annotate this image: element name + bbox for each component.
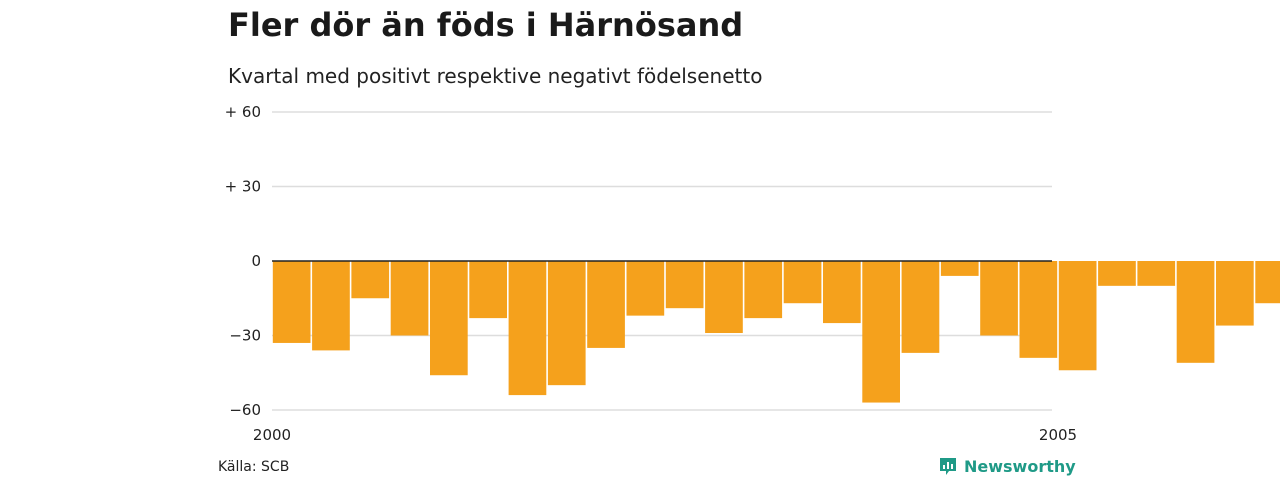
bar <box>390 261 429 336</box>
bar <box>1137 261 1176 286</box>
bar <box>626 261 665 316</box>
x-tick-label: 2000 <box>253 426 291 444</box>
bar <box>587 261 625 348</box>
bar <box>783 261 822 304</box>
bar <box>1216 261 1254 326</box>
bar <box>665 261 704 309</box>
bar <box>272 261 311 343</box>
y-tick-label: 0 <box>251 252 261 270</box>
bar <box>980 261 1018 336</box>
bar <box>351 261 390 299</box>
x-tick-labels: 20002005201020152020 <box>253 426 1077 444</box>
bar <box>1255 261 1280 304</box>
bar <box>901 261 940 353</box>
bar <box>823 261 861 324</box>
bars <box>272 261 1280 403</box>
newsworthy-logo: Newsworthy <box>938 456 1076 476</box>
bar <box>940 261 979 276</box>
y-tick-labels: + 60 + 30 0 −30 −60 <box>225 103 261 419</box>
bar <box>312 261 350 351</box>
bar <box>508 261 547 396</box>
x-tick-label: 2005 <box>1039 426 1077 444</box>
bar <box>469 261 507 319</box>
y-tick-label: −30 <box>229 327 261 345</box>
brand-name: Newsworthy <box>964 456 1076 476</box>
bar <box>547 261 586 386</box>
y-tick-label: + 60 <box>225 103 261 121</box>
y-tick-label: −60 <box>229 401 261 419</box>
bar <box>1176 261 1215 363</box>
bar <box>430 261 468 376</box>
newsworthy-icon <box>940 458 956 475</box>
bar <box>862 261 900 403</box>
source-label: Källa: SCB <box>218 459 290 475</box>
chart-subtitle: Kvartal med positivt respektive negativt… <box>228 64 763 88</box>
chart-title: Fler dör än föds i Härnösand <box>228 6 744 44</box>
y-tick-label: + 30 <box>225 178 261 196</box>
bar <box>1098 261 1136 286</box>
bar <box>705 261 743 334</box>
bar <box>744 261 783 319</box>
bar <box>1058 261 1097 371</box>
bar <box>1019 261 1058 358</box>
